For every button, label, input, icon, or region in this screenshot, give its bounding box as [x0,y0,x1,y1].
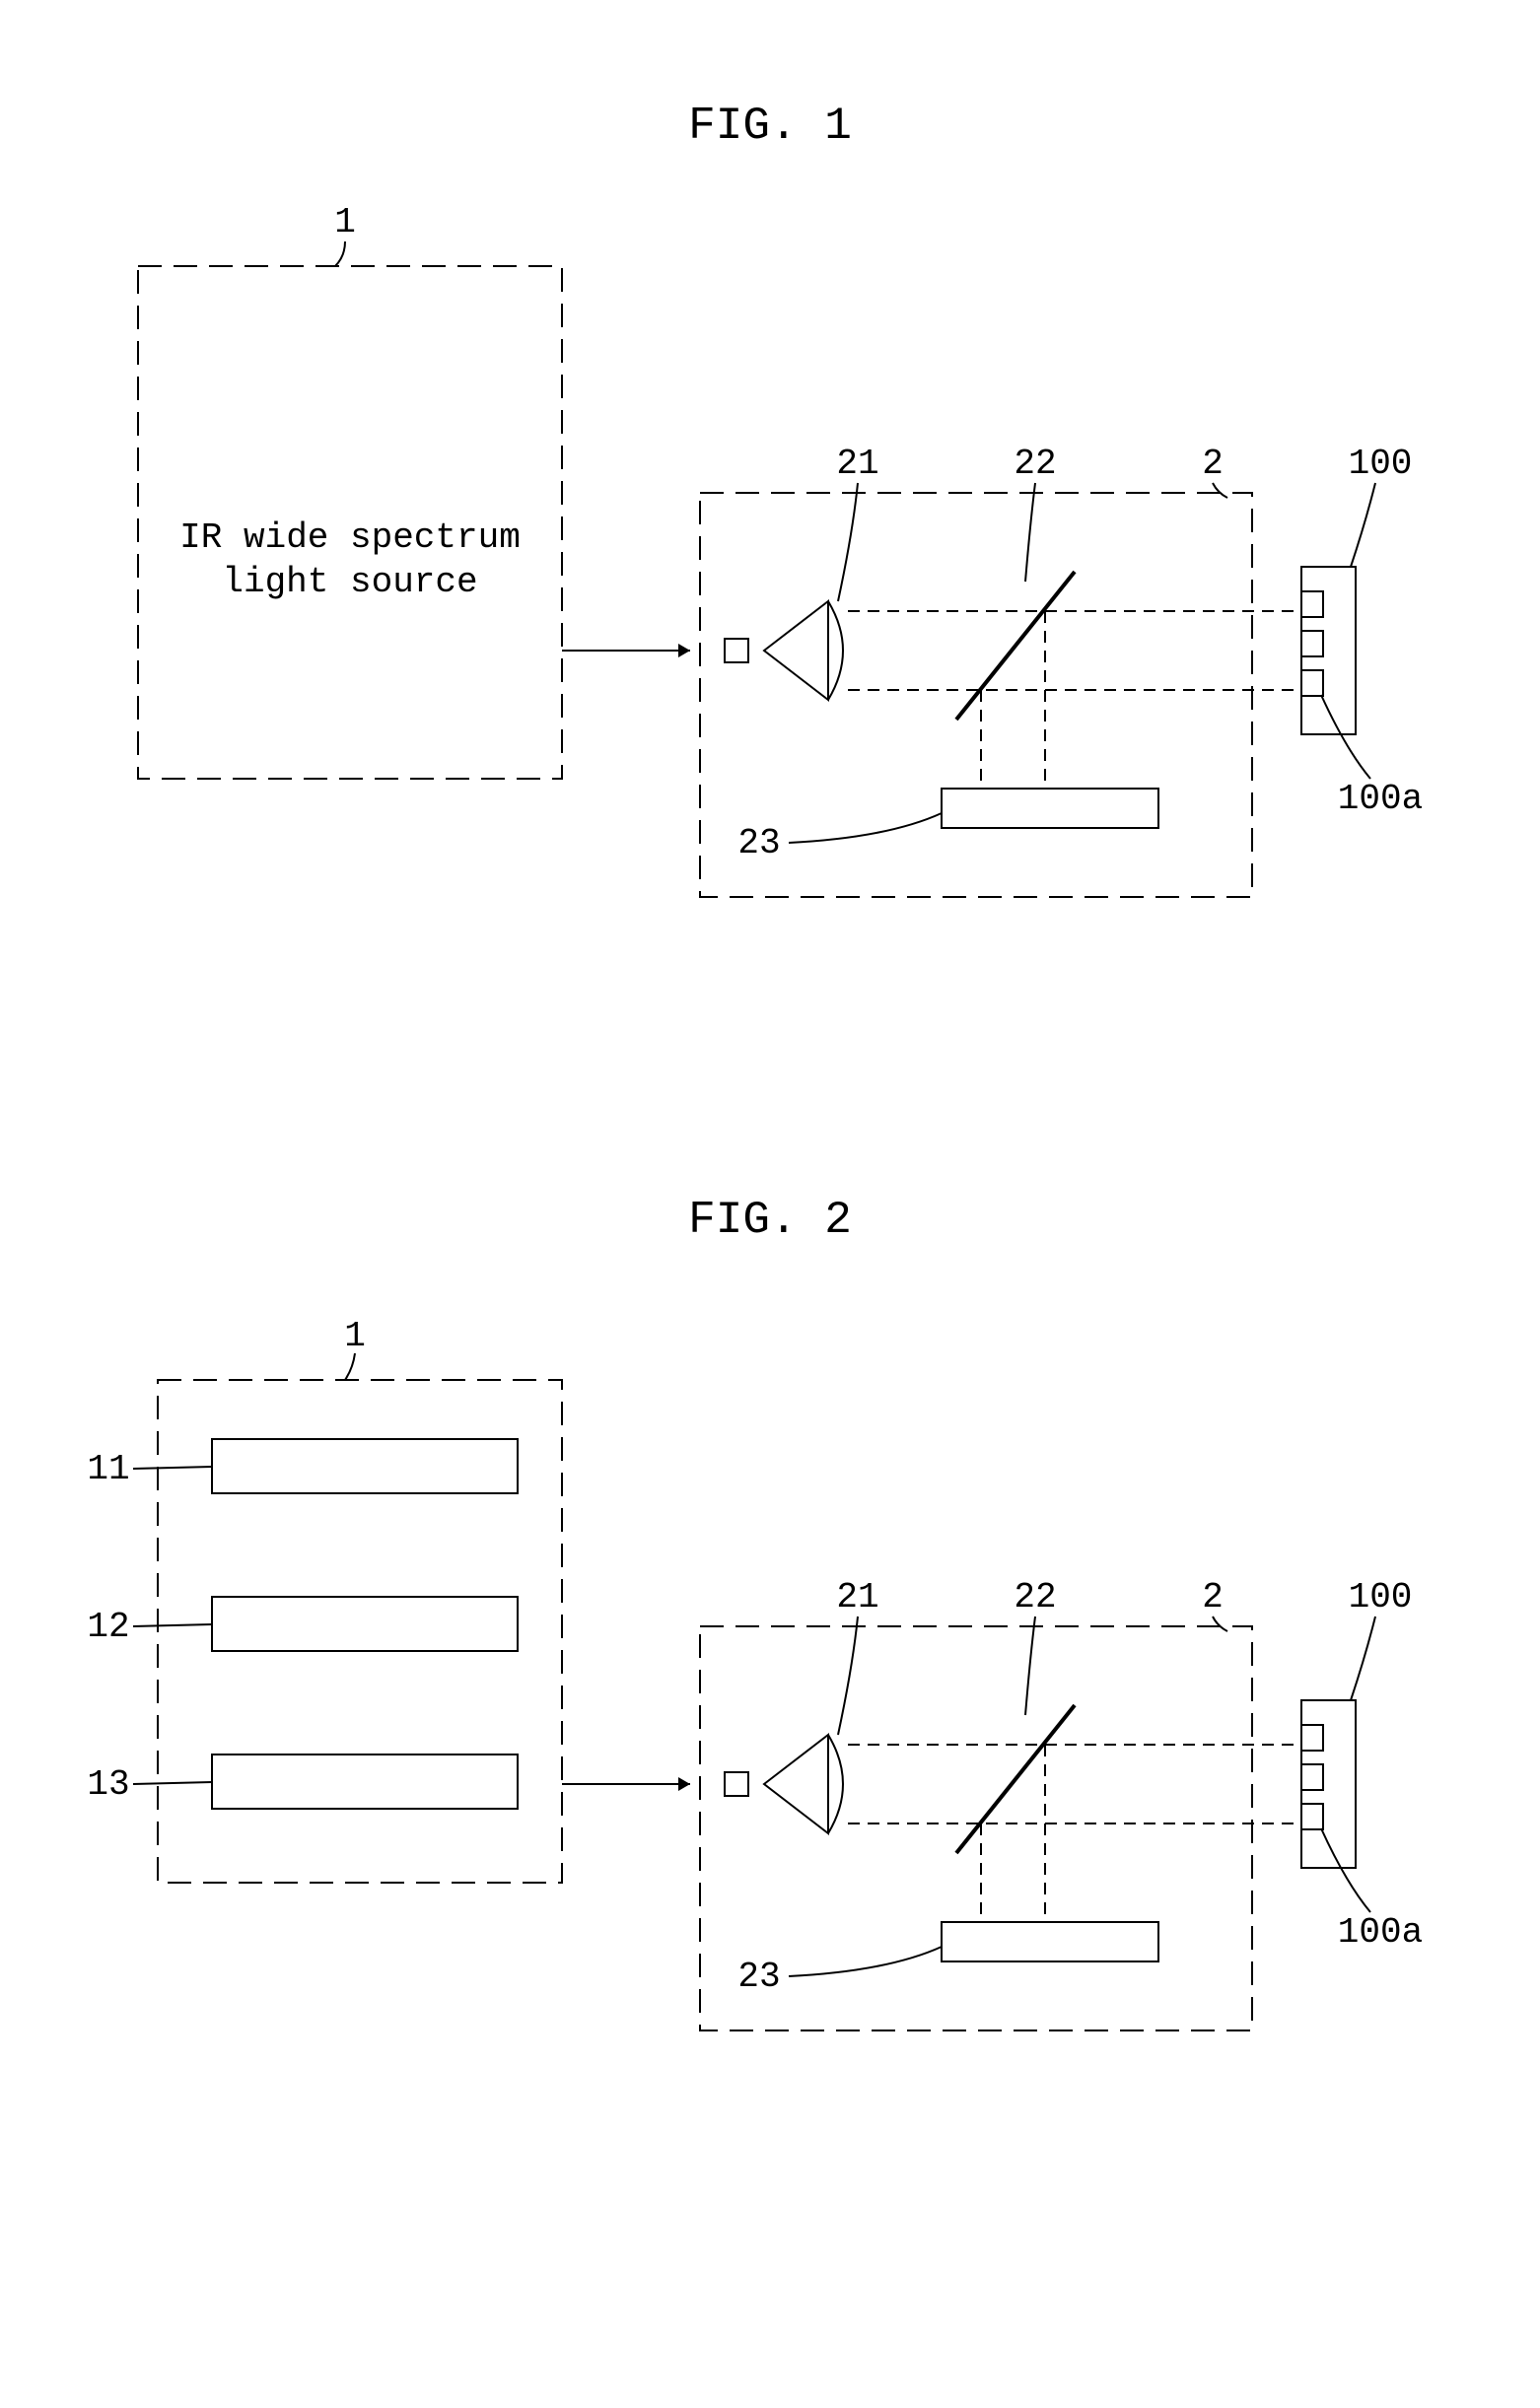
fig2-leader-src3 [133,1782,212,1784]
fig1-target-cell2 [1301,631,1323,656]
fig2-leader-src2 [133,1624,212,1626]
fig1-label-target-sub: 100a [1338,779,1423,819]
fig2-target-cell2 [1301,1764,1323,1790]
fig1-label-box1: 1 [334,202,356,242]
fig2-src3 [212,1754,518,1809]
fig2-label-src1: 11 [87,1449,129,1489]
fig2-leader-target-sub [1321,1828,1370,1912]
fig2-leader-target [1351,1617,1375,1700]
fig2-title: FIG. 2 [688,1195,852,1246]
fig1-fiber-end [725,639,748,662]
fig2-leader-splitter [1025,1617,1035,1715]
diagram-canvas: FIG. 1 IR wide spectrum light source 1 2… [0,0,1540,2408]
fig2-label-target-sub: 100a [1338,1912,1423,1953]
fig2-src2 [212,1597,518,1651]
fig2-leader-src1 [133,1467,212,1469]
fig1-lens-cone [764,601,828,700]
fig2-leader-box1 [345,1353,355,1380]
fig1: FIG. 1 IR wide spectrum light source 1 2… [138,101,1423,897]
fig2-label-lens: 21 [836,1577,878,1617]
fig2-label-splitter: 22 [1014,1577,1056,1617]
fig2-label-box2: 2 [1202,1577,1224,1617]
fig1-leader-target [1351,483,1375,567]
fig2-leader-box2 [1213,1617,1227,1631]
fig1-lens-arc [828,601,843,700]
fig1-label-box2: 2 [1202,444,1224,484]
fig2-arrow-head [678,1777,690,1791]
fig1-target-cell1 [1301,591,1323,617]
fig2-detector [942,1922,1158,1961]
fig2-label-target: 100 [1349,1577,1413,1617]
fig1-label-target: 100 [1349,444,1413,484]
fig1-leader-splitter [1025,483,1035,582]
fig2-lens-arc [828,1735,843,1833]
fig1-label-detector: 23 [737,823,780,863]
fig2-label-src3: 13 [87,1764,129,1805]
fig2-source-box [158,1380,562,1883]
fig1-leader-lens [838,483,858,601]
fig1-arrow-head [678,644,690,657]
fig2-lens-cone [764,1735,828,1833]
fig2-target-cell1 [1301,1725,1323,1751]
fig2-leader-detector [789,1947,942,1976]
fig2-label-box1: 1 [344,1316,366,1356]
fig2-leader-lens [838,1617,858,1735]
fig2-label-detector: 23 [737,1957,780,1997]
fig1-splitter [956,572,1075,720]
fig2-fiber-end [725,1772,748,1796]
fig1-detector [942,789,1158,828]
fig2-target-cell3 [1301,1804,1323,1829]
fig1-leader-box2 [1213,483,1227,498]
fig1-label-splitter: 22 [1014,444,1056,484]
fig1-source-text2: light source [222,562,477,602]
fig1-target-cell3 [1301,670,1323,696]
fig1-leader-box1 [335,241,345,266]
fig1-title: FIG. 1 [688,101,852,152]
fig1-leader-detector [789,813,942,843]
fig1-label-lens: 21 [836,444,878,484]
fig2-label-src2: 12 [87,1607,129,1647]
fig1-source-text1: IR wide spectrum [179,517,521,558]
fig1-leader-target-sub [1321,695,1370,779]
fig2: FIG. 2 1 11 12 13 2 21 [87,1195,1423,2030]
fig2-src1 [212,1439,518,1493]
fig2-splitter [956,1705,1075,1853]
